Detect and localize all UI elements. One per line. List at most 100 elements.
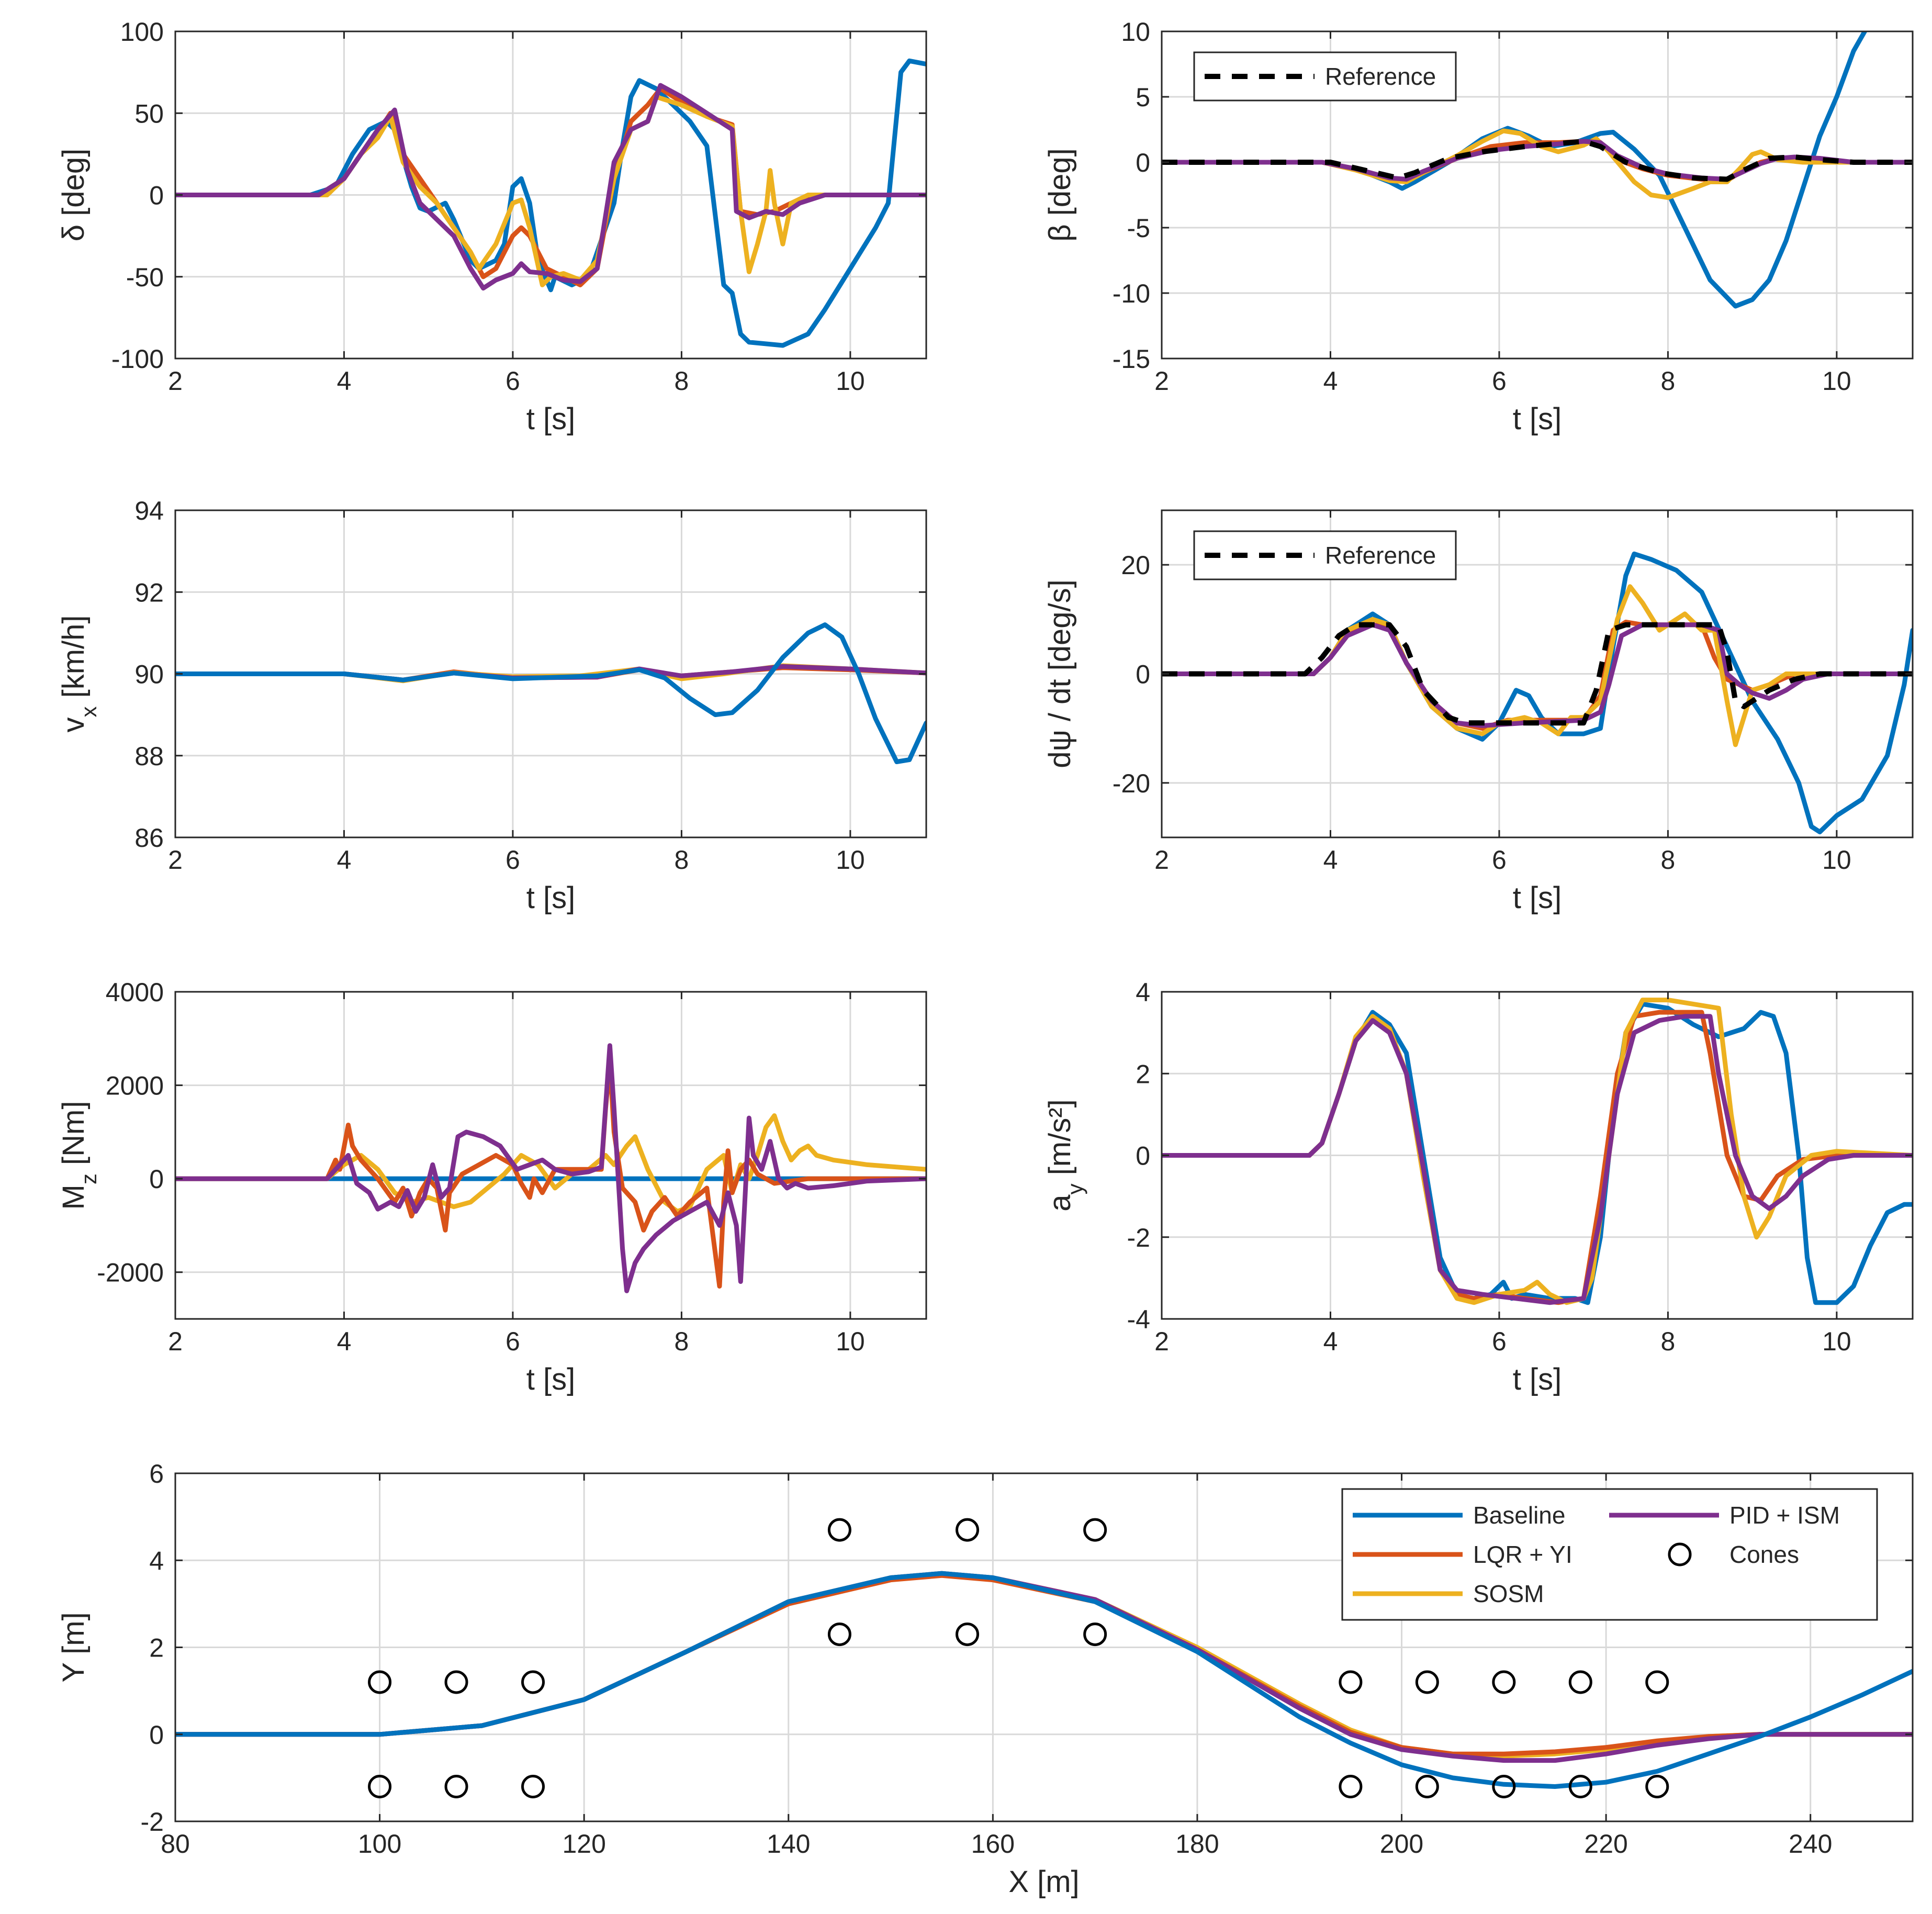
x-tick-label: 6 [1492, 366, 1507, 396]
y-tick-label: 6 [149, 1459, 164, 1488]
steering-angle-plot: 2 4 6 8 10 -100 -50 0 50 100 t [s] δ [deg] [57, 17, 927, 436]
y-tick-label: 2 [1136, 1059, 1150, 1089]
x-axis-label: t [s] [526, 881, 575, 915]
y-axis-label: ay [m/s²] [1043, 1099, 1087, 1211]
x-tick-label: 140 [767, 1829, 810, 1859]
legend-label-reference: Reference [1325, 542, 1436, 569]
x-tick-label: 160 [971, 1829, 1015, 1859]
axes-box [1161, 30, 1914, 360]
cone-marker [1339, 1775, 1363, 1798]
cone-marker [444, 1775, 468, 1798]
series-line-baseline [1162, 31, 1868, 309]
y-tick-label: 4000 [106, 978, 164, 1007]
y-tick-label: -20 [1113, 769, 1150, 798]
x-tick-label: 120 [562, 1829, 605, 1859]
y-axis-label: dψ / dt [deg/s] [1043, 579, 1077, 768]
x-tick-label: 2 [1154, 1327, 1169, 1356]
x-tick-label: 10 [836, 1327, 865, 1356]
y-tick-label: 0 [1136, 660, 1150, 689]
y-axis-label: δ [deg] [57, 149, 91, 241]
longitudinal-velocity-plot: 2 4 6 8 10 86 88 90 92 94 t [s] vx [km/h] [57, 496, 927, 915]
cone-marker [1568, 1775, 1592, 1798]
cone-marker [827, 1518, 851, 1542]
cone-marker [1083, 1518, 1107, 1542]
series-group [175, 58, 926, 348]
x-axis-label: t [s] [1513, 402, 1562, 436]
y-tick-label: 88 [134, 742, 164, 771]
series-line-baseline [175, 1571, 1913, 1789]
sideslip-angle-plot: 2 4 6 8 10 -15 -10 -5 0 5 10 t [s] β [deg] Reference [1043, 17, 1914, 436]
y-tick-label: 4 [149, 1546, 164, 1575]
x-tick-label: 6 [1492, 845, 1507, 875]
y-tick-label: 92 [134, 578, 164, 607]
x-axis-label: t [s] [526, 402, 575, 436]
x-tick-label: 180 [1175, 1829, 1219, 1859]
cone-marker [521, 1775, 545, 1798]
cone-marker [444, 1670, 468, 1694]
series-line-pid [175, 83, 926, 291]
y-axis-label: Y [m] [57, 1612, 91, 1682]
cone-marker [1492, 1775, 1516, 1798]
series-line-baseline [175, 622, 926, 764]
series-group [175, 1043, 926, 1293]
legend-box [1341, 1488, 1878, 1621]
x-tick-label: 6 [1492, 1327, 1507, 1356]
legend-label-pid: PID + ISM [1729, 1502, 1840, 1529]
legend-label-lqr: LQR + YI [1473, 1541, 1572, 1568]
y-axis-label: Mz [Nm] [57, 1101, 101, 1210]
x-tick-label: 8 [1661, 366, 1676, 396]
x-tick-label: 2 [168, 366, 183, 396]
cone-marker [1645, 1775, 1669, 1798]
y-tick-label: -100 [111, 344, 164, 374]
series-group [1162, 998, 1913, 1305]
x-axis-label: t [s] [526, 1362, 575, 1396]
x-tick-label: 10 [836, 366, 865, 396]
x-tick-label: 100 [358, 1829, 401, 1859]
x-tick-label: 6 [506, 845, 520, 875]
x-tick-label: 220 [1584, 1829, 1627, 1859]
x-tick-label: 4 [337, 1327, 352, 1356]
y-tick-label: 0 [1136, 1141, 1150, 1171]
series-group [175, 622, 926, 764]
y-tick-label: 94 [134, 496, 164, 525]
legend-label-reference: Reference [1325, 63, 1436, 90]
x-tick-label: 10 [1822, 366, 1851, 396]
x-tick-label: 8 [675, 1327, 689, 1356]
cone-marker [368, 1670, 392, 1694]
y-tick-label: -2 [141, 1807, 164, 1837]
x-tick-label: 80 [161, 1829, 190, 1859]
x-tick-label: 2 [168, 1327, 183, 1356]
cone-marker [956, 1518, 980, 1542]
trajectory-plot: 80 100 120 140 160 180 200 220 240 -2 0 2 4 6 X [m] Y [… [57, 1459, 1914, 1899]
yaw-moment-plot: 2 4 6 8 10 -2000 0 2000 4000 t [s] Mz [Nm] [57, 978, 927, 1396]
y-tick-label: -50 [126, 263, 164, 292]
y-tick-label: 0 [149, 1165, 164, 1194]
legend-label-cones: Cones [1729, 1541, 1799, 1568]
cone-marker [827, 1622, 851, 1647]
legend-swatch-cones [1668, 1542, 1692, 1566]
x-tick-label: 4 [1323, 845, 1338, 875]
series-group [1162, 551, 1913, 835]
x-tick-label: 6 [506, 1327, 520, 1356]
y-tick-label: 2 [149, 1633, 164, 1663]
y-tick-label: -10 [1113, 279, 1150, 308]
x-tick-label: 4 [1323, 1327, 1338, 1356]
cone-marker [1492, 1670, 1516, 1694]
y-tick-label: -2000 [97, 1258, 164, 1288]
cone-marker [1339, 1670, 1363, 1694]
y-tick-label: 20 [1121, 551, 1150, 580]
x-axis-label: t [s] [1513, 1362, 1562, 1396]
x-tick-label: 2 [1154, 845, 1169, 875]
x-tick-label: 2 [168, 845, 183, 875]
x-tick-label: 8 [675, 845, 689, 875]
y-tick-label: 10 [1121, 17, 1150, 47]
x-tick-label: 4 [1323, 366, 1338, 396]
y-tick-label: 90 [134, 660, 164, 689]
y-tick-label: 2000 [106, 1071, 164, 1101]
lateral-acceleration-plot: 2 4 6 8 10 -4 -2 0 2 4 t [s] ay [m/s²] [1043, 978, 1914, 1396]
x-tick-label: 240 [1789, 1829, 1832, 1859]
y-tick-label: 0 [1136, 148, 1150, 177]
cone-marker [1645, 1670, 1669, 1694]
y-axis-label: vx [km/h] [57, 615, 101, 732]
